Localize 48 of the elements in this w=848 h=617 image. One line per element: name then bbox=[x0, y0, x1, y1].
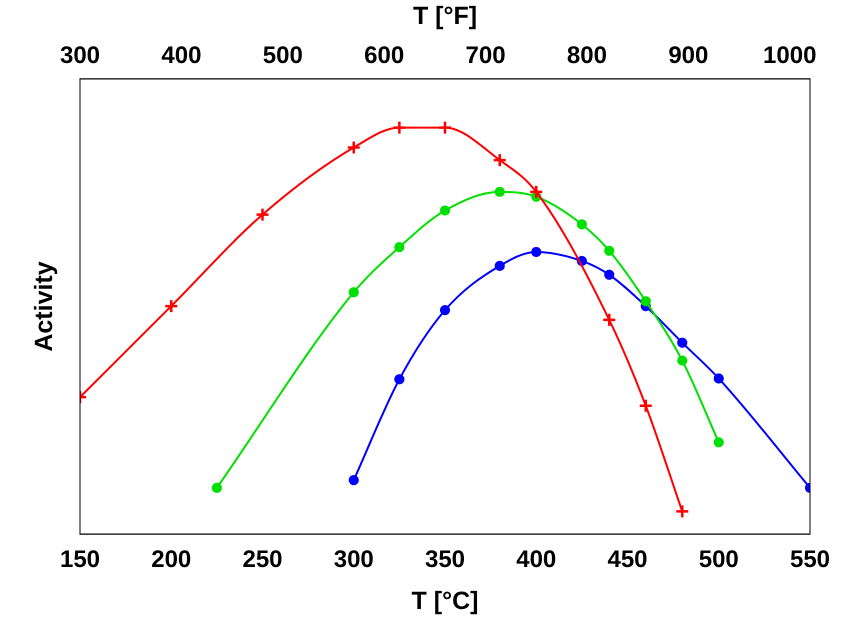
point bbox=[348, 475, 359, 486]
point bbox=[638, 398, 653, 413]
point bbox=[531, 246, 542, 258]
x2-tick-label: 800 bbox=[566, 42, 607, 70]
point bbox=[440, 205, 450, 216]
point bbox=[212, 482, 222, 493]
x-tick-label: 200 bbox=[151, 546, 192, 574]
x2-tick-label: 400 bbox=[161, 42, 202, 70]
point bbox=[602, 312, 616, 328]
point bbox=[394, 374, 404, 384]
x-tick-label: 400 bbox=[516, 546, 556, 574]
point bbox=[494, 260, 505, 271]
point bbox=[494, 186, 505, 197]
point bbox=[164, 298, 178, 314]
point bbox=[604, 270, 614, 280]
point bbox=[677, 338, 688, 348]
point bbox=[576, 219, 587, 230]
point bbox=[714, 437, 724, 448]
x-tick-label: 250 bbox=[242, 546, 283, 574]
x-tick-label: 350 bbox=[424, 546, 466, 574]
point bbox=[394, 242, 404, 252]
y-axis-title: Activity bbox=[30, 261, 58, 352]
x-tick-label: 450 bbox=[607, 546, 648, 574]
x2-tick-label: 900 bbox=[668, 42, 708, 70]
x-tick-label: 550 bbox=[790, 546, 830, 574]
x2-axis-title: T [°F] bbox=[412, 2, 478, 30]
point bbox=[604, 246, 614, 256]
x2-tick-label: 500 bbox=[262, 42, 303, 70]
x-tick-label: 500 bbox=[698, 546, 739, 574]
point bbox=[677, 355, 688, 366]
point bbox=[440, 305, 450, 316]
x-tick-label: 150 bbox=[60, 546, 100, 574]
point bbox=[714, 373, 724, 384]
x-axis-title: T [°C] bbox=[412, 586, 478, 615]
x2-tick-label: 700 bbox=[466, 42, 506, 70]
point bbox=[346, 140, 361, 155]
point bbox=[492, 152, 507, 168]
x-tick-label: 300 bbox=[334, 546, 374, 574]
point bbox=[640, 296, 651, 306]
point bbox=[438, 120, 452, 135]
x2-tick-label: 300 bbox=[60, 42, 100, 70]
point bbox=[348, 287, 359, 298]
x2-tick-label: 600 bbox=[364, 42, 404, 70]
point bbox=[529, 184, 544, 200]
point bbox=[255, 207, 270, 222]
x2-tick-label: 1000 bbox=[763, 42, 816, 70]
point bbox=[675, 504, 690, 519]
point bbox=[392, 120, 407, 135]
